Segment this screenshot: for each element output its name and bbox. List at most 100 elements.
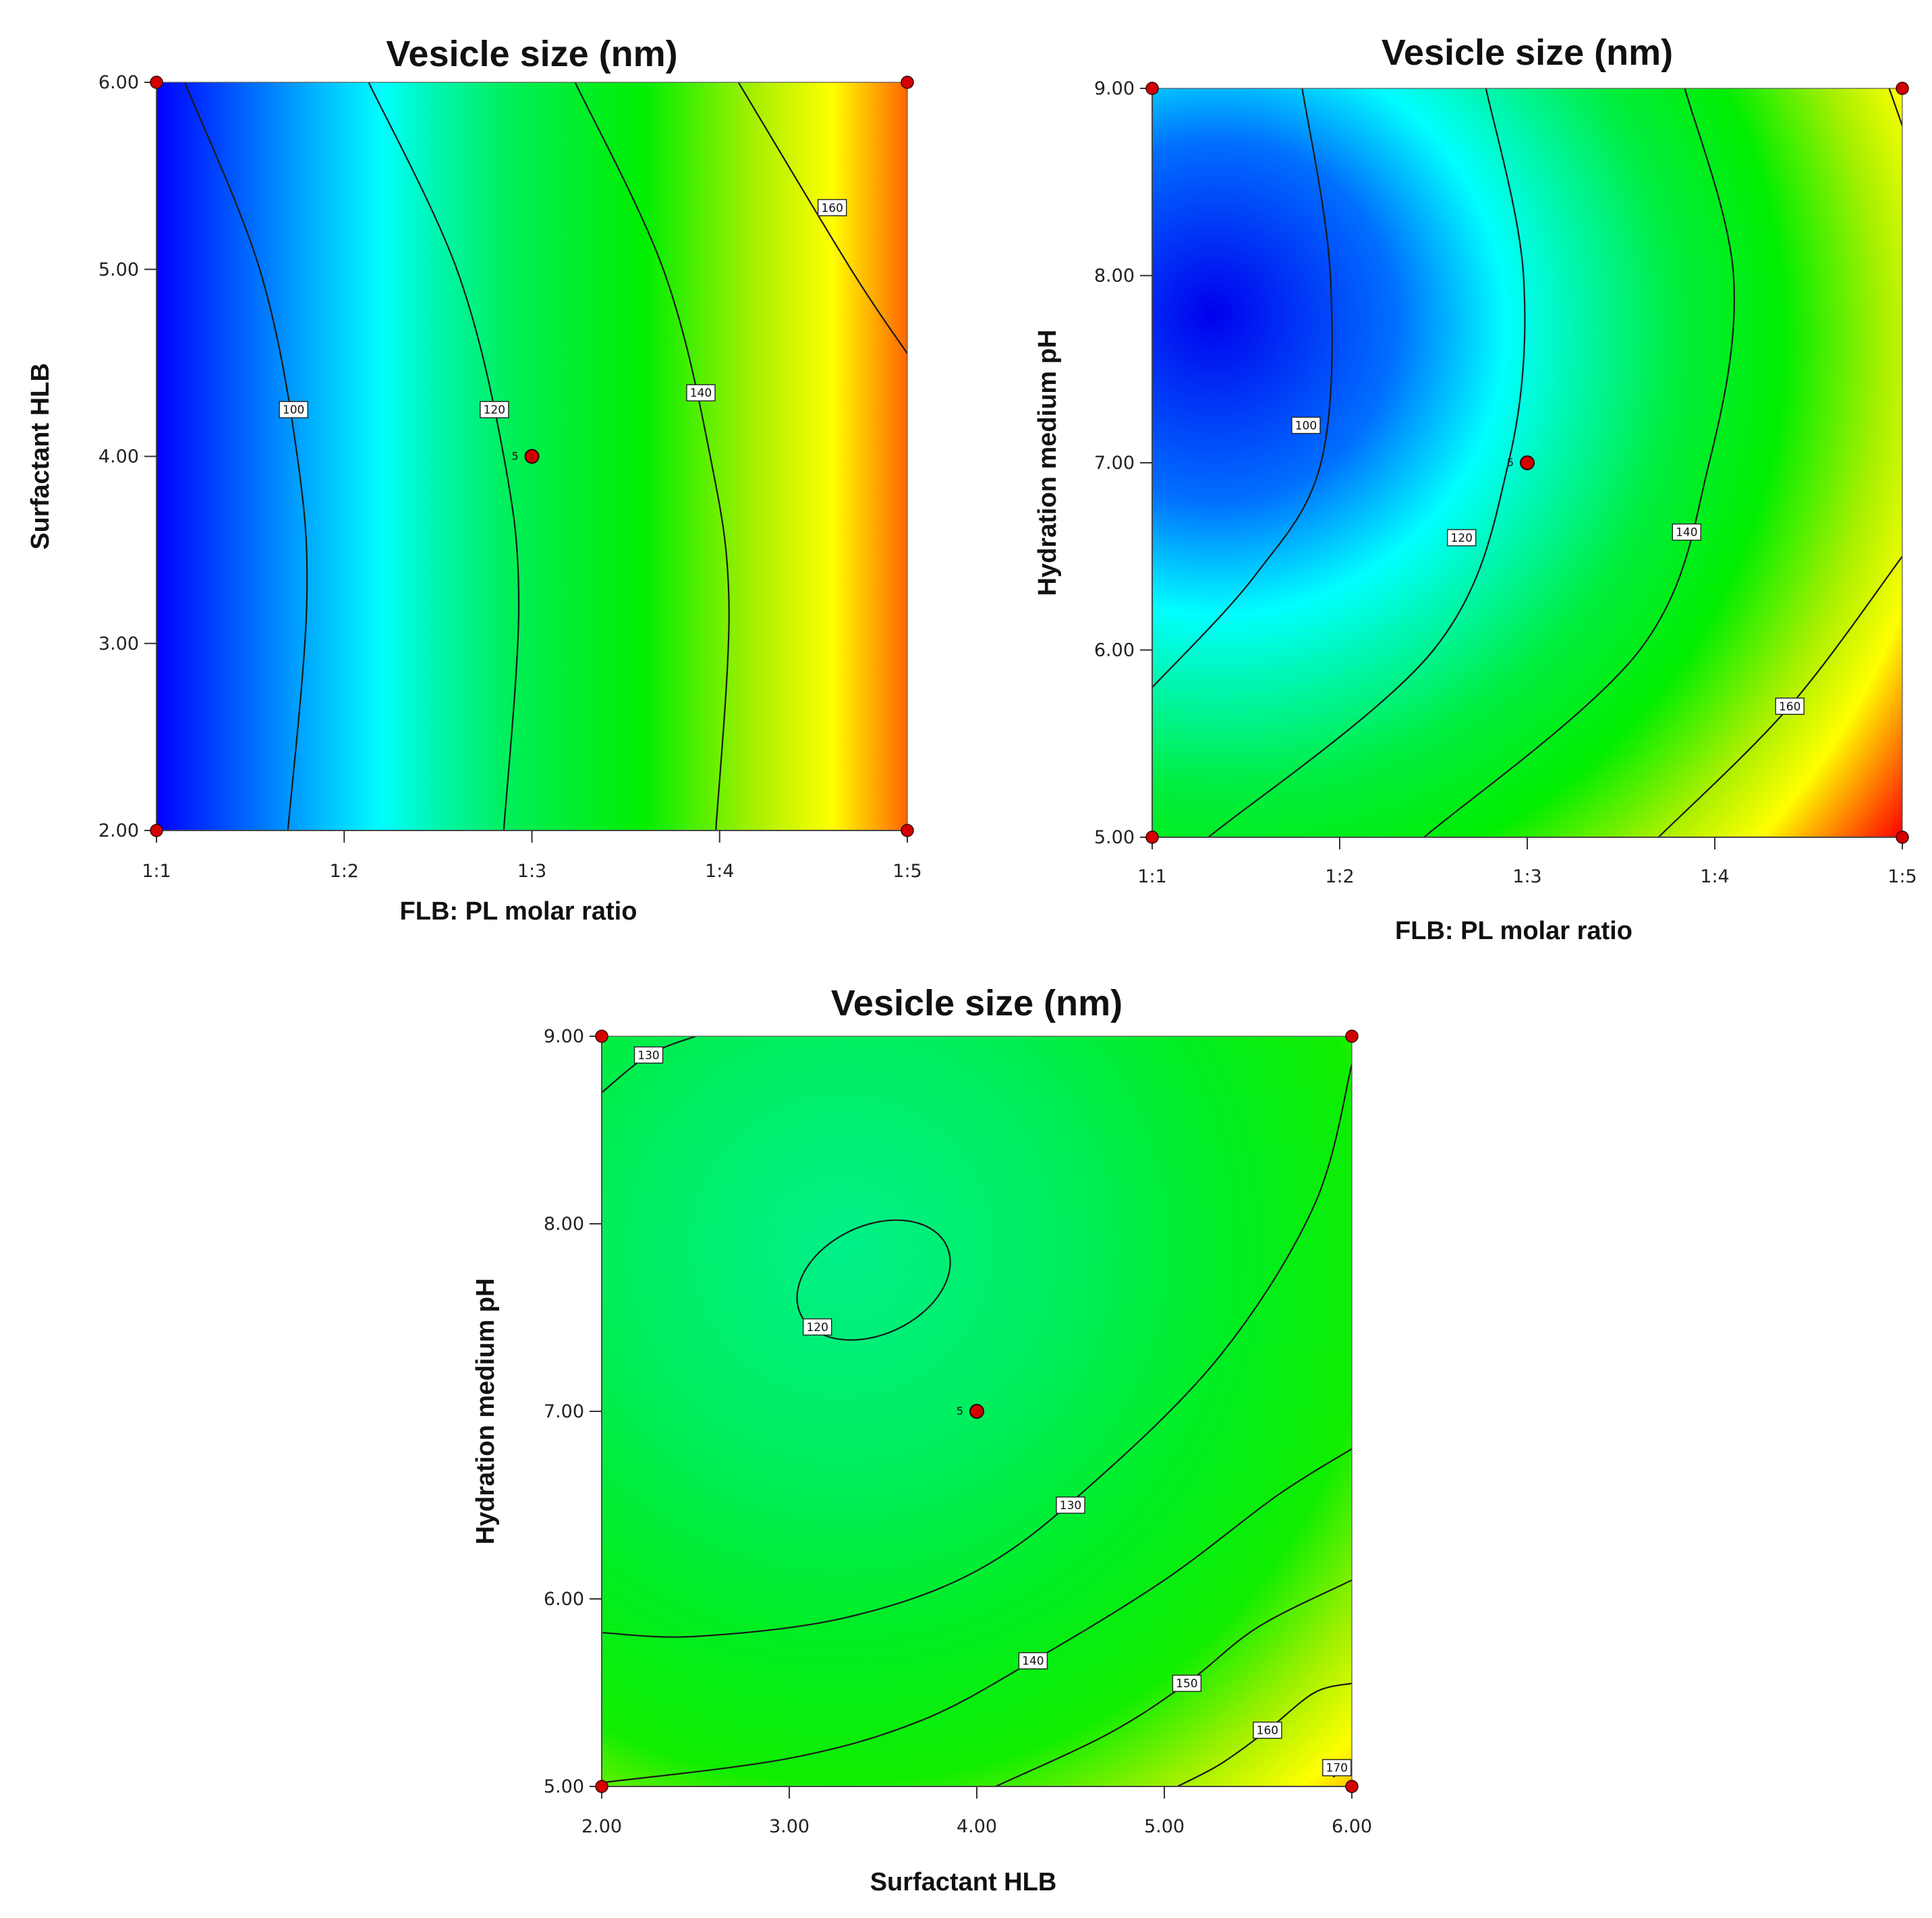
contour-line-100 [1152,88,1333,688]
contour-label-100: 100 [279,401,308,418]
x-axis-label: Surfactant HLB [870,1868,1057,1896]
x-axis-label: FLB: PL molar ratio [400,897,637,926]
design-point [1896,82,1909,95]
contour-label-120: 120 [480,401,509,418]
x-tick-label-6-00: 6.00 [1332,1816,1372,1837]
y-tick-label-6-00: 6.00 [98,72,139,93]
x-tick-label-1-4: 1:4 [1700,866,1729,887]
contour-label-130: 130 [1056,1496,1085,1514]
x-tick-label-1-1: 1:1 [142,861,171,882]
y-axis-label: Surfactant HLB [26,363,55,550]
design-point [1345,1029,1359,1043]
x-tick-label-1-4: 1:4 [705,861,734,882]
contour-label-170: 170 [1322,1759,1352,1776]
y-tick-label-4-00: 4.00 [98,447,139,468]
contour-label-text: 140 [690,387,712,400]
x-tick-label-3-00: 3.00 [769,1816,809,1837]
contour-line-100 [183,82,308,830]
y-tick-label-8-00: 8.00 [544,1214,584,1235]
contour-label-text: 100 [1295,420,1317,433]
contour-label-140: 140 [686,384,716,401]
x-tick-label-5-00: 5.00 [1144,1816,1185,1837]
y-axis-label: Hydration medium pH [1033,330,1062,596]
contour-label-160: 160 [817,199,847,217]
contour-line-120 [368,82,520,830]
contour-label-text: 160 [1257,1724,1278,1738]
contour-label-130: 130 [633,1046,664,1064]
contour-label-140: 140 [1672,523,1702,541]
chart-title: Vesicle size (nm) [1382,32,1673,73]
design-point [595,1780,608,1793]
contour-label-120: 120 [802,1318,832,1336]
contour-label-text: 150 [1176,1677,1197,1691]
design-point [901,76,914,89]
y-tick-label-7-00: 7.00 [544,1401,584,1422]
y-tick-label-5-00: 5.00 [98,259,139,280]
design-point [150,824,163,837]
contour-label-text: 130 [637,1049,659,1063]
y-tick-label-7-00: 7.00 [1094,453,1135,474]
center-point-replicate-label: 5 [511,450,518,463]
y-tick-label-3-00: 3.00 [98,633,139,654]
contour-label-140: 140 [1018,1652,1048,1670]
y-tick-label-6-00: 6.00 [1094,640,1135,661]
contour-label-160: 160 [1253,1721,1282,1739]
y-tick-label-8-00: 8.00 [1094,266,1135,287]
contour-label-150: 150 [1172,1674,1202,1692]
center-point [1520,455,1535,470]
x-tick-label-4-00: 4.00 [957,1816,997,1837]
contour-label-text: 100 [283,403,304,417]
x-axis-label: FLB: PL molar ratio [1395,917,1632,945]
center-point [969,1404,984,1419]
contour-label-text: 120 [806,1321,828,1334]
contour-label-160: 160 [1775,698,1805,715]
contour-line-120 [1208,88,1526,837]
y-axis-label: Hydration medium pH [472,1278,500,1545]
x-tick-label-1-2: 1:2 [330,861,359,882]
x-tick-label-1-5: 1:5 [1887,866,1916,887]
x-tick-label-2-00: 2.00 [581,1816,622,1837]
y-tick-label-2-00: 2.00 [98,820,139,841]
contour-label-text: 160 [821,202,843,215]
contour-line-140 [1423,88,1736,837]
y-tick-label-9-00: 9.00 [544,1026,584,1047]
design-point [1896,830,1909,844]
y-tick-label-5-00: 5.00 [544,1776,584,1797]
design-point [150,76,163,89]
center-point-replicate-label: 5 [1507,456,1514,469]
y-tick-label-6-00: 6.00 [544,1589,584,1610]
contour-line-120 [796,1219,951,1341]
contour-panel-hlb-vs-ph: 130 120 130 140 150 160 170 2.00 3.00 4.00 5.00 6.0… [472,983,1372,1896]
design-point [1145,82,1159,95]
x-tick-label-1-1: 1:1 [1137,866,1166,887]
contour-line-160 [737,82,907,354]
design-point [901,824,914,837]
design-point [1145,830,1159,844]
x-tick-label-1-2: 1:2 [1325,866,1354,887]
contour-lines [1152,88,1902,837]
contour-label-text: 120 [1450,532,1472,545]
chart-title: Vesicle size (nm) [831,983,1123,1023]
contour-label-text: 140 [1022,1655,1044,1668]
y-tick-label-9-00: 9.00 [1094,78,1135,99]
x-tick-label-1-5: 1:5 [892,861,921,882]
x-tick-label-1-3: 1:3 [1512,866,1541,887]
design-point [595,1029,608,1043]
center-point-replicate-label: 5 [957,1405,963,1417]
contour-panel-flb-vs-ph: 100 120 140 160 1:1 1:2 1:3 1:4 1:5 5.00 6.00 7.00 8… [1033,32,1917,945]
center-point [524,449,540,464]
contour-label-text: 170 [1326,1761,1348,1775]
contour-lines [183,82,907,830]
contour-label-text: 130 [1060,1499,1081,1513]
contour-label-text: 120 [484,403,505,417]
contour-line-140 [574,82,730,830]
contour-panel-flb-vs-hlb: 100 120 140 160 1:1 1:2 1:3 1:4 1:5 2.00 3.00 4.00 5… [26,34,922,926]
contour-label-120: 120 [1446,529,1477,546]
contour-label-text: 160 [1779,700,1800,714]
contour-line-unlabeled [1888,88,1902,126]
chart-title: Vesicle size (nm) [386,34,677,74]
x-tick-label-1-3: 1:3 [517,861,546,882]
y-tick-label-5-00: 5.00 [1094,827,1135,848]
design-point [1345,1780,1359,1793]
